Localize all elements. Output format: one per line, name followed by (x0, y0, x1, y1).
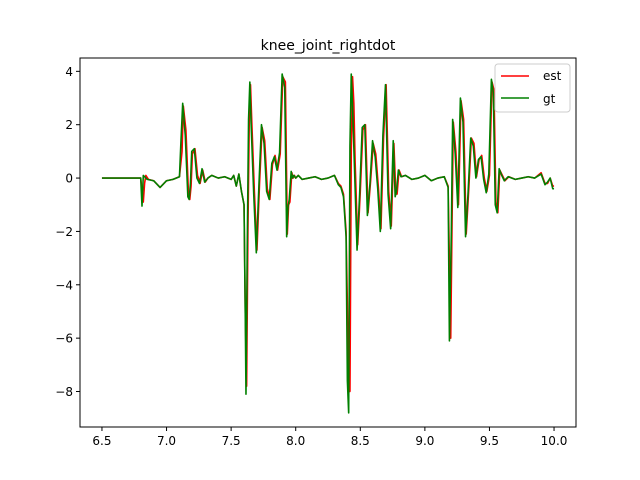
x-tick-label: 7.5 (222, 434, 241, 448)
y-tick-label: 2 (65, 118, 73, 132)
x-tick-label: 7.0 (157, 434, 176, 448)
y-tick-label: −8 (55, 385, 73, 399)
chart-title: knee_joint_rightdot (261, 38, 396, 54)
x-tick-label: 8.0 (286, 434, 305, 448)
series-line-gt (101, 73, 555, 414)
legend: est gt (494, 63, 571, 113)
series-layer (101, 73, 555, 414)
legend-label-gt: gt (543, 92, 556, 106)
x-tick-label: 9.0 (415, 434, 434, 448)
plot-frame (79, 57, 577, 428)
y-axis: −8 −6 −4 −2 0 2 4 (55, 65, 80, 399)
legend-label-est: est (543, 69, 562, 83)
y-tick-label: 0 (65, 172, 73, 186)
x-tick-label: 6.5 (92, 434, 111, 448)
y-tick-label: −2 (55, 225, 73, 239)
x-tick-label: 8.5 (351, 434, 370, 448)
x-tick-label: 9.5 (480, 434, 499, 448)
x-tick-label: 10.0 (541, 434, 568, 448)
y-tick-label: −6 (55, 332, 73, 346)
x-axis: 6.5 7.0 7.5 8.0 8.5 9.0 9.5 10.0 (92, 427, 567, 448)
y-tick-label: 4 (65, 65, 73, 79)
y-tick-label: −4 (55, 278, 73, 292)
